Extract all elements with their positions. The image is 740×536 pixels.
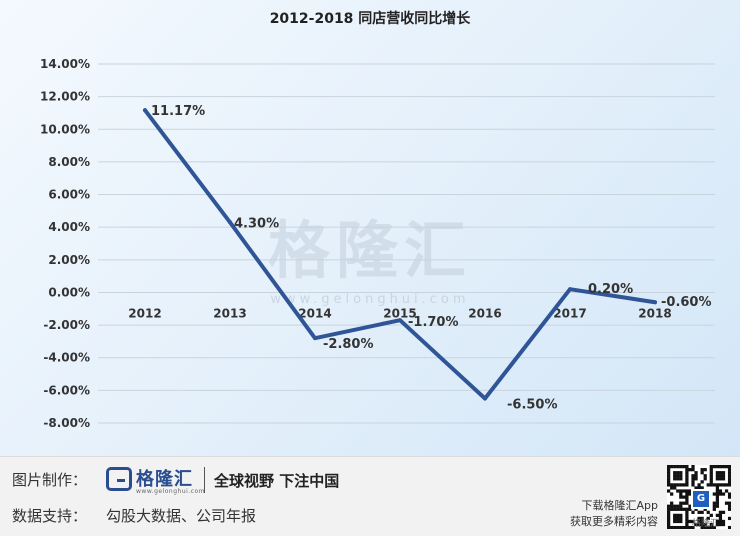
series-line-group <box>143 108 657 401</box>
y-tick-label: 0.00% <box>48 285 90 299</box>
data-label: -6.50% <box>507 398 558 413</box>
y-tick-label: 4.00% <box>48 220 90 234</box>
logo-brand-name: 格隆汇 <box>136 469 193 490</box>
data-point <box>228 220 232 225</box>
qr-code-pattern <box>667 465 732 530</box>
data-point <box>143 108 147 113</box>
data-label: 11.17% <box>151 104 205 119</box>
x-tick-label: 2015 <box>383 306 416 320</box>
data-label: 4.30% <box>234 216 279 231</box>
data-label: -2.80% <box>323 337 374 352</box>
footer-bar: 图片制作： 格隆汇 www.gelonghui.com 全球视野 下注中国 数据… <box>0 456 740 536</box>
qr-code[interactable]: G <box>667 465 732 530</box>
data-source: 勾股大数据、公司年报 <box>106 507 257 525</box>
qr-caption: 格隆汇 <box>692 519 720 529</box>
data-label: 0.20% <box>588 282 633 297</box>
x-tick-label: 2017 <box>553 306 586 320</box>
x-tick-label: 2013 <box>213 306 246 320</box>
watermark-text: 格隆汇 <box>268 214 472 287</box>
line-chart: 2012-2018 同店营收同比增长 格隆汇 www.gelonghui.com… <box>40 10 715 430</box>
y-tick-label: 12.00% <box>40 90 90 104</box>
y-tick-label: -4.00% <box>43 351 90 365</box>
y-axis-ticks: 14.00% 12.00% 10.00% 8.00% 6.00% 4.00% 2.00% 0.… <box>40 57 90 430</box>
y-tick-label: -8.00% <box>43 416 90 430</box>
qr-logo-icon: G <box>691 489 711 509</box>
download-app-text: 下载格隆汇App <box>581 499 659 512</box>
logo-g-icon <box>106 467 132 491</box>
data-labels: 11.17% 4.30% -2.80% -1.70% -6.50% 0.20% -0.60% <box>151 104 712 412</box>
y-tick-label: -6.00% <box>43 383 90 397</box>
data-source-label: 数据支持： <box>12 507 88 525</box>
data-point <box>398 318 402 323</box>
footer-divider <box>204 467 205 493</box>
data-point <box>568 287 572 292</box>
y-tick-label: 8.00% <box>48 155 90 169</box>
chart-panel: 2012-2018 同店营收同比增长 格隆汇 www.gelonghui.com… <box>0 0 740 456</box>
y-tick-label: 14.00% <box>40 57 90 71</box>
x-tick-label: 2018 <box>638 306 671 320</box>
x-tick-label: 2014 <box>298 306 331 320</box>
data-label: -1.70% <box>408 315 459 330</box>
watermark-url: www.gelonghui.com <box>270 292 469 307</box>
made-by-label: 图片制作： <box>12 471 88 489</box>
y-tick-label: 2.00% <box>48 253 90 267</box>
brand-logo: 格隆汇 www.gelonghui.com <box>106 465 205 495</box>
watermark: 格隆汇 www.gelonghui.com <box>268 214 472 307</box>
logo-brand-url: www.gelonghui.com <box>136 488 206 495</box>
x-tick-label: 2012 <box>128 306 161 320</box>
data-point <box>313 336 317 341</box>
y-tick-label: 6.00% <box>48 188 90 202</box>
y-tick-label: -2.00% <box>43 318 90 332</box>
chart-title: 2012-2018 同店营收同比增长 <box>270 10 472 27</box>
data-label: -0.60% <box>661 295 712 310</box>
more-content-text: 获取更多精彩内容 <box>570 515 658 528</box>
data-point <box>653 300 657 305</box>
x-axis-ticks: 2012 2013 2014 2015 2016 2017 2018 <box>128 306 671 320</box>
y-tick-label: 10.00% <box>40 122 90 136</box>
slogan: 全球视野 下注中国 <box>214 472 340 490</box>
x-tick-label: 2016 <box>468 306 501 320</box>
data-point <box>483 396 487 401</box>
